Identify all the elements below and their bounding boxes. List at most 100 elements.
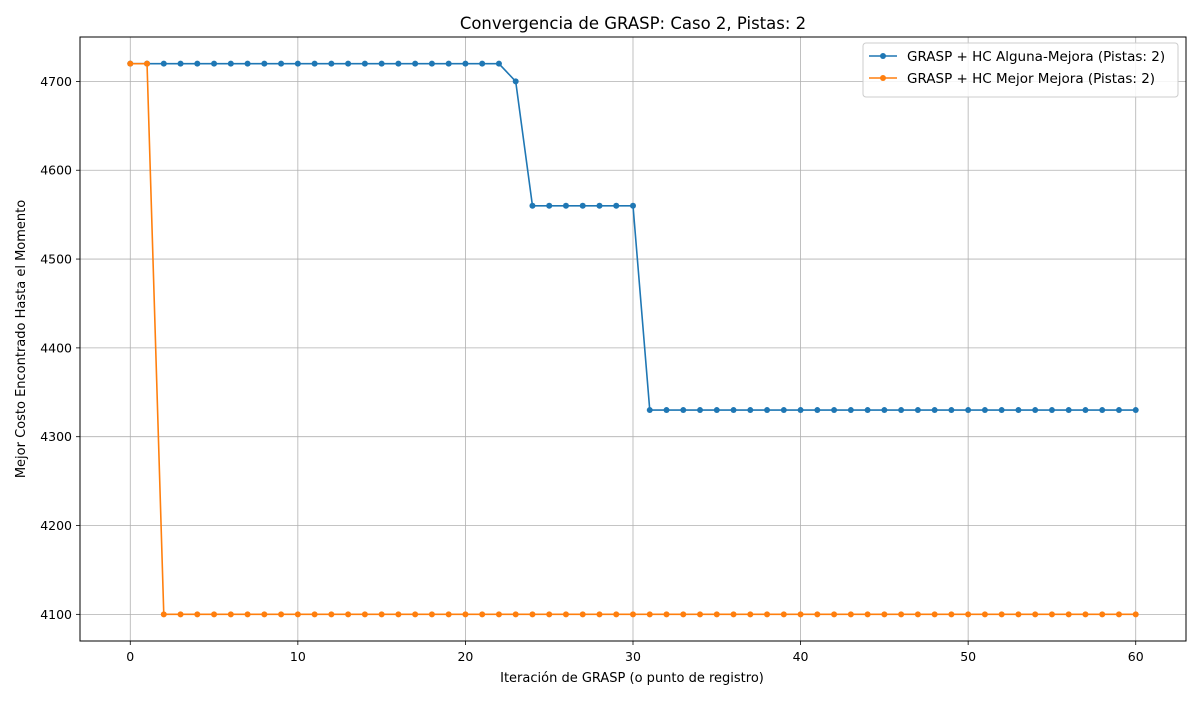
data-point <box>479 611 486 618</box>
data-point <box>1015 407 1022 414</box>
data-point <box>345 60 352 67</box>
series-2 <box>127 60 1139 618</box>
data-point <box>831 407 838 414</box>
data-point <box>227 60 234 67</box>
data-point <box>965 611 972 618</box>
data-point <box>261 60 268 67</box>
data-point <box>713 407 720 414</box>
x-tick-label: 10 <box>290 649 306 664</box>
data-point <box>596 202 603 209</box>
data-point <box>211 611 218 618</box>
legend-label: GRASP + HC Mejor Mejora (Pistas: 2) <box>907 71 1155 87</box>
data-point <box>780 407 787 414</box>
data-point <box>546 611 553 618</box>
data-point <box>948 407 955 414</box>
data-point <box>462 611 469 618</box>
data-point <box>428 611 435 618</box>
data-point <box>512 611 519 618</box>
data-point <box>127 60 134 67</box>
data-point <box>1132 407 1139 414</box>
data-point <box>144 60 151 67</box>
data-point <box>495 60 502 67</box>
data-point <box>814 407 821 414</box>
data-point <box>981 407 988 414</box>
data-point <box>395 60 402 67</box>
y-tick-label: 4700 <box>40 74 72 89</box>
legend-item: GRASP + HC Alguna-Mejora (Pistas: 2) <box>869 49 1165 65</box>
data-point <box>1115 611 1122 618</box>
data-point <box>596 611 603 618</box>
data-point <box>747 407 754 414</box>
data-point <box>345 611 352 618</box>
data-point <box>847 611 854 618</box>
data-point <box>395 611 402 618</box>
data-point <box>898 407 905 414</box>
data-point <box>797 611 804 618</box>
data-point <box>1099 611 1106 618</box>
data-point <box>797 407 804 414</box>
legend-marker <box>880 75 886 81</box>
data-point <box>412 60 419 67</box>
data-point <box>1048 407 1055 414</box>
data-point <box>227 611 234 618</box>
data-point <box>646 407 653 414</box>
data-point <box>378 611 385 618</box>
data-point <box>529 202 536 209</box>
data-point <box>697 611 704 618</box>
data-point <box>965 407 972 414</box>
data-point <box>847 407 854 414</box>
data-point <box>160 60 167 67</box>
data-point <box>445 611 452 618</box>
x-axis-label: Iteración de GRASP (o punto de registro) <box>500 671 764 686</box>
data-point <box>261 611 268 618</box>
data-point <box>998 611 1005 618</box>
series-layer <box>127 60 1139 618</box>
data-point <box>630 611 636 618</box>
data-point <box>931 407 938 414</box>
legend-item: GRASP + HC Mejor Mejora (Pistas: 2) <box>869 71 1155 87</box>
data-point <box>730 407 737 414</box>
x-tick-label: 20 <box>457 649 473 664</box>
data-point <box>244 611 251 618</box>
data-point <box>328 611 335 618</box>
data-point <box>462 60 469 67</box>
data-point <box>613 611 620 618</box>
data-point <box>278 60 285 67</box>
data-point <box>361 611 368 618</box>
data-point <box>278 611 285 618</box>
y-axis-label: Mejor Costo Encontrado Hasta el Momento <box>14 200 29 478</box>
data-point <box>864 407 871 414</box>
data-point <box>579 202 586 209</box>
data-point <box>512 78 519 85</box>
x-tick-label: 40 <box>793 649 809 664</box>
data-point <box>881 611 888 618</box>
data-point <box>780 611 787 618</box>
ticks: 0 10 20 30 40 50 60 4100 4200 4300 4400 4500 4600 470… <box>40 74 1144 664</box>
data-point <box>311 60 318 67</box>
data-point <box>1132 611 1139 618</box>
data-point <box>697 407 704 414</box>
data-point <box>864 611 871 618</box>
series-1 <box>127 60 1139 414</box>
y-tick-label: 4300 <box>40 429 72 444</box>
data-point <box>948 611 955 618</box>
y-tick-label: 4500 <box>40 252 72 267</box>
data-point <box>713 611 720 618</box>
data-point <box>646 611 653 618</box>
data-point <box>177 611 184 618</box>
data-point <box>1099 407 1106 414</box>
data-point <box>361 60 368 67</box>
data-point <box>378 60 385 67</box>
data-point <box>562 611 569 618</box>
data-point <box>562 202 569 209</box>
data-point <box>1065 407 1072 414</box>
grid <box>80 37 1186 641</box>
data-point <box>914 611 921 618</box>
data-point <box>495 611 502 618</box>
legend-box <box>862 42 1179 98</box>
data-point <box>881 407 888 414</box>
x-tick-label: 50 <box>960 649 976 664</box>
y-tick-label: 4100 <box>40 607 72 622</box>
